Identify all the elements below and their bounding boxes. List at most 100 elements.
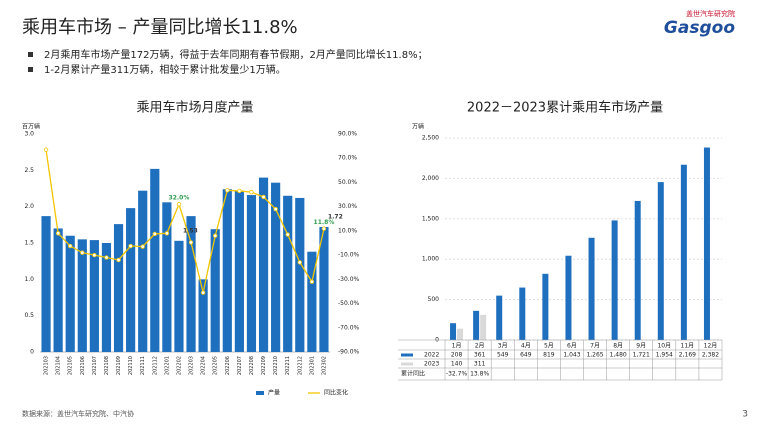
table-value: 361 <box>474 352 486 359</box>
bar <box>611 220 618 340</box>
line-point <box>200 290 206 295</box>
legend-label: 2022 <box>424 352 439 359</box>
line-point <box>309 279 315 284</box>
line-point <box>297 260 302 265</box>
table-value: -32.7% <box>446 371 468 378</box>
x-tick-label: 2月 <box>475 343 485 350</box>
x-tick-label: 202106 <box>80 356 86 375</box>
data-label: 1.72 <box>328 214 343 221</box>
x-tick-label: 202109 <box>116 356 122 375</box>
data-label: 11.8% <box>314 219 335 226</box>
y2-tick-label: 10.0% <box>338 227 357 234</box>
line-point <box>68 243 73 249</box>
y2-tick-label: -10.0% <box>338 252 360 259</box>
x-tick-label: 202201 <box>164 356 170 375</box>
line-point <box>92 252 97 258</box>
x-tick-label: 202112 <box>152 356 158 375</box>
line-point <box>225 188 230 193</box>
y2-tick-label: -70.0% <box>338 324 360 331</box>
y-tick-label: 2,000 <box>422 175 439 182</box>
source: 数据来源：盖世汽车研究院、中汽协 <box>22 409 134 418</box>
logo-en: Gasgoo <box>664 18 735 38</box>
legend-swatch <box>401 353 413 357</box>
bar <box>53 228 63 352</box>
bar <box>657 182 664 340</box>
y2-tick-label: -30.0% <box>338 276 360 283</box>
bar <box>162 202 172 352</box>
y-tick-label: 0 <box>30 349 34 356</box>
bullet: 2月乘用车市场产量172万辆，得益于去年同期有春节假期，2月产量同比增长11.8… <box>44 48 428 61</box>
x-tick-label: 5月 <box>544 343 554 350</box>
table-value: 649 <box>520 352 532 359</box>
legend-swatch <box>401 362 413 366</box>
line-point <box>116 257 121 263</box>
logo-cn: 盖世汽车研究院 <box>686 9 735 18</box>
line-point <box>104 255 109 260</box>
x-tick-label: 202108 <box>104 356 110 375</box>
x-tick-label: 202208 <box>249 356 255 375</box>
x-tick-label: 7月 <box>590 343 600 350</box>
bar <box>634 200 641 340</box>
x-tick-label: 202210 <box>273 356 279 375</box>
bar <box>480 314 487 340</box>
table-row-label: 累计同比 <box>401 370 425 378</box>
y2-tick-label: 70.0% <box>338 155 357 162</box>
data-label: 32.0% <box>169 195 190 202</box>
x-tick-label: 202209 <box>261 356 267 375</box>
y-tick-label: 1.0 <box>24 276 34 283</box>
x-tick-label: 202212 <box>297 356 303 375</box>
line-point <box>176 202 182 207</box>
line-point <box>213 233 218 238</box>
x-tick-label: 202111 <box>140 356 146 375</box>
x-tick-label: 202103 <box>44 356 50 375</box>
table-value: 13.8% <box>470 371 489 378</box>
bar <box>307 251 317 352</box>
line-point <box>249 189 254 195</box>
bar <box>138 190 148 352</box>
legend-swatch <box>256 391 264 395</box>
y-tick-label: 2,500 <box>422 135 439 142</box>
table-value: 1,265 <box>586 352 603 359</box>
table-value: 311 <box>474 361 486 368</box>
line-point <box>273 206 278 212</box>
x-tick-label: 202203 <box>189 356 195 375</box>
table-value: 2,169 <box>679 352 696 359</box>
y-tick-label: 3.0 <box>24 131 34 138</box>
x-tick-label: 4月 <box>521 343 531 350</box>
bullet-marker <box>28 52 33 57</box>
y-axis-label: 万辆 <box>412 123 424 131</box>
bar <box>519 287 526 340</box>
bullet-marker <box>28 67 33 72</box>
legend-label: 2023 <box>424 361 439 368</box>
legend-label: 产量 <box>268 389 280 397</box>
line-point <box>152 231 157 237</box>
y-tick-label: 1,500 <box>422 215 439 222</box>
x-tick-label: 12月 <box>704 343 718 350</box>
x-tick-label: 202110 <box>128 356 134 375</box>
line-point <box>140 244 145 249</box>
x-tick-label: 1月 <box>452 343 462 350</box>
line-point <box>188 240 194 245</box>
bar <box>457 328 464 340</box>
bar <box>41 216 51 352</box>
table-value: 819 <box>543 352 555 359</box>
y-tick-label: 0.5 <box>24 312 34 319</box>
x-tick-label: 202202 <box>176 356 182 375</box>
bar <box>77 239 87 352</box>
bar <box>319 227 329 352</box>
y2-tick-label: -50.0% <box>338 300 360 307</box>
y2-tick-label: 50.0% <box>338 179 357 186</box>
line-point <box>80 250 85 255</box>
x-tick-label: 202107 <box>92 356 98 375</box>
bar <box>565 255 572 340</box>
line-point <box>128 243 133 249</box>
line-point <box>55 231 61 236</box>
bar <box>222 189 232 352</box>
chart-title: 乘用车市场月度产量 <box>136 100 253 116</box>
bar <box>246 195 257 352</box>
y-tick-label: 2.5 <box>24 167 34 174</box>
bar <box>210 229 220 352</box>
bar <box>198 279 208 352</box>
table-value: 1,043 <box>563 352 580 359</box>
